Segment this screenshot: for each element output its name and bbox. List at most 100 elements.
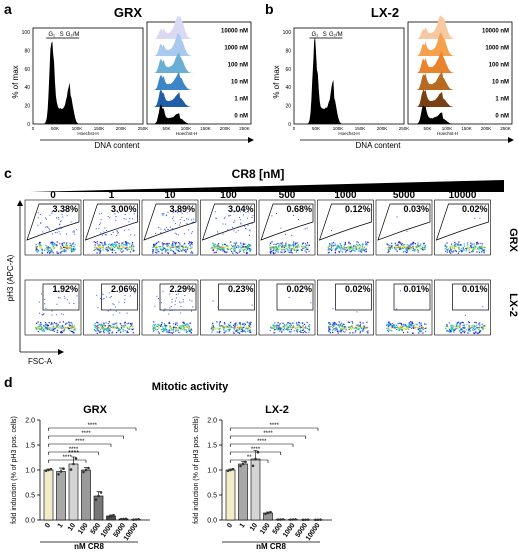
event-dot (103, 323, 104, 324)
event-dot (94, 250, 95, 251)
event-dot (179, 246, 180, 247)
event-dot (479, 325, 480, 326)
significance-label: **** (75, 439, 85, 445)
event-dot (71, 245, 72, 246)
event-dot (163, 249, 164, 250)
event-dot (36, 244, 37, 245)
significance-label: **** (81, 431, 91, 437)
x-tick-label: 1 (239, 522, 247, 529)
event-dot (419, 326, 420, 327)
event-dot (114, 250, 115, 251)
event-dot (463, 328, 464, 329)
a-y-tick-label: 60 (24, 67, 30, 73)
event-dot (128, 323, 129, 324)
gated-event-dot (117, 231, 118, 232)
event-dot (246, 328, 247, 329)
event-dot (354, 328, 355, 329)
gated-event-dot (178, 234, 179, 235)
event-dot (422, 249, 423, 250)
dot-plot-lx2: 2.29% (142, 280, 198, 335)
event-dot (156, 247, 157, 248)
event-dot (406, 249, 407, 250)
panel-d-title: Mitotic activity (152, 381, 229, 393)
gated-event-dot (181, 217, 182, 218)
event-dot (388, 247, 389, 248)
event-dot (69, 326, 70, 327)
gated-event-dot (164, 213, 165, 214)
event-dot (183, 247, 184, 248)
dot-plot-grx: 3.89% (142, 200, 198, 255)
event-dot (166, 330, 167, 331)
replicate-dot (125, 518, 128, 521)
event-dot (63, 249, 64, 250)
event-dot (407, 252, 408, 253)
event-dot (401, 245, 402, 246)
event-dot (360, 322, 361, 323)
event-dot (41, 249, 42, 250)
event-dot (250, 249, 251, 250)
gated-event-dot (298, 219, 299, 220)
event-dot (237, 253, 238, 254)
gated-event-dot (305, 228, 306, 229)
concentration-label: 1000 (334, 190, 357, 201)
event-dot (94, 325, 95, 326)
event-dot (296, 322, 297, 323)
event-dot (49, 328, 50, 329)
event-dot (406, 328, 407, 329)
event-dot (230, 249, 231, 250)
event-dot (361, 328, 362, 329)
event-dot (343, 246, 344, 247)
event-dot (485, 328, 486, 329)
event-dot (159, 246, 160, 247)
gated-event-dot (234, 230, 235, 231)
event-dot (36, 323, 37, 324)
gated-event-dot (169, 307, 170, 308)
gated-event-dot (161, 302, 162, 303)
event-dot (289, 248, 290, 249)
event-dot (219, 331, 220, 332)
gated-event-dot (238, 230, 239, 231)
event-dot (72, 250, 73, 251)
gated-event-dot (66, 234, 67, 235)
event-dot (415, 243, 416, 244)
gated-event-dot (215, 218, 216, 219)
event-dot (338, 333, 339, 334)
event-dot (184, 329, 185, 330)
gated-event-dot (106, 234, 107, 235)
replicate-dot (227, 470, 230, 473)
gated-event-dot (56, 217, 57, 218)
event-dot (235, 328, 236, 329)
event-dot (176, 242, 177, 243)
event-dot (400, 328, 401, 329)
event-dot (233, 249, 234, 250)
event-dot (95, 327, 96, 328)
event-dot (100, 250, 101, 251)
gated-event-dot (72, 232, 73, 233)
event-dot (126, 242, 127, 243)
event-dot (41, 328, 42, 329)
event-dot (132, 326, 133, 327)
event-dot (54, 243, 55, 244)
gated-event-dot (171, 302, 172, 303)
event-dot (449, 332, 450, 333)
event-dot (473, 251, 474, 252)
event-dot (279, 324, 280, 325)
gated-event-dot (228, 215, 229, 216)
gated-event-dot (77, 295, 78, 296)
gated-event-dot (191, 219, 192, 220)
gate-percentage: 0.23% (228, 284, 254, 294)
event-dot (392, 323, 393, 324)
event-dot (50, 247, 51, 248)
concentration-label: 100 (220, 190, 237, 201)
event-dot (70, 247, 71, 248)
event-dot (424, 246, 425, 247)
event-dot (356, 327, 357, 328)
event-dot (191, 243, 192, 244)
gated-event-dot (102, 235, 103, 236)
event-dot (273, 246, 274, 247)
event-dot (297, 331, 298, 332)
event-dot (213, 248, 214, 249)
event-dot (112, 248, 113, 249)
event-dot (60, 332, 61, 333)
